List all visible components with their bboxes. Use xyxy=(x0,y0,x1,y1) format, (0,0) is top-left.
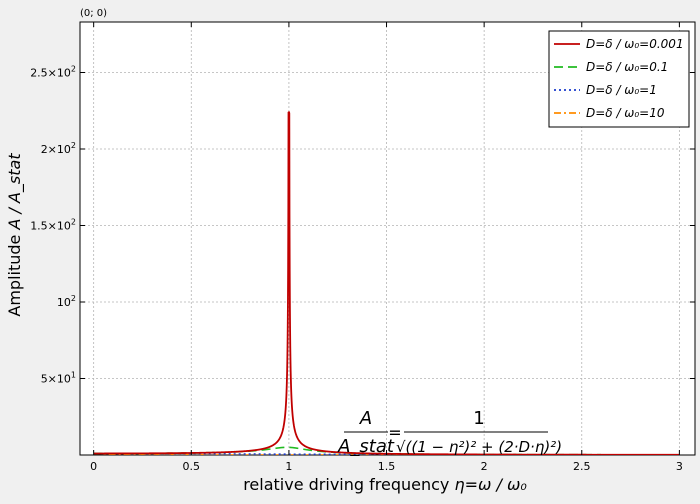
x-axis-label-text: relative driving frequency xyxy=(243,475,449,494)
y-tick-label-mantissa: 10 xyxy=(57,296,71,309)
x-tick-label: 0 xyxy=(90,460,97,473)
y-tick-label-mantissa: 1.5×10 xyxy=(30,219,71,232)
y-tick-label-exponent: 2 xyxy=(71,294,76,303)
y-tick-label: 102 xyxy=(57,294,76,309)
x-tick-label: 2.5 xyxy=(573,460,591,473)
legend-label: D=δ / ω₀=10 xyxy=(586,106,665,120)
formula-rhs-numerator: 1 xyxy=(473,408,484,429)
y-tick-label-exponent: 2 xyxy=(71,64,76,73)
legend-label: D=δ / ω₀=0.001 xyxy=(586,37,684,51)
y-tick-label: 1.5×102 xyxy=(30,217,76,232)
x-tick-label: 2 xyxy=(481,460,488,473)
formula-lhs-numerator: A xyxy=(359,408,372,429)
legend: D=δ / ω₀=0.001 D=δ / ω₀=0.1 D=δ / ω₀=1 D=δ … xyxy=(548,30,690,128)
y-tick-label: 5×101 xyxy=(41,370,76,385)
x-tick-label: 1 xyxy=(285,460,292,473)
formula-lhs-denominator: A_stat xyxy=(337,436,395,457)
y-tick-label-exponent: 2 xyxy=(71,141,76,150)
y-tick-label-mantissa: 5×10 xyxy=(41,372,71,385)
legend-box xyxy=(548,30,690,128)
y-axis-label: Amplitude A / A_stat xyxy=(5,153,25,317)
formula-rhs-denominator: √((1 − η²)² + (2·D·η)²) xyxy=(396,438,562,456)
y-axis-label-text: Amplitude xyxy=(5,235,24,317)
x-tick-label: 3 xyxy=(676,460,683,473)
x-axis-label: relative driving frequency η=ω / ω₀ xyxy=(243,475,527,494)
y-tick-label: 2×102 xyxy=(41,141,76,156)
x-tick-label: 0.5 xyxy=(183,460,201,473)
y-tick-label-mantissa: 2×10 xyxy=(41,143,71,156)
y-tick-label: 2.5×102 xyxy=(30,64,76,79)
x-tick-label: 1.5 xyxy=(378,460,396,473)
y-tick-label-mantissa: 2.5×10 xyxy=(30,66,71,79)
y-tick-label-exponent: 2 xyxy=(71,217,76,226)
formula-equals: = xyxy=(388,423,401,442)
x-axis-label-math: η=ω / ω₀ xyxy=(454,475,527,494)
y-axis-label-math: A / A_stat xyxy=(5,153,25,231)
coordinate-readout: (0; 0) xyxy=(80,8,107,19)
legend-label: D=δ / ω₀=1 xyxy=(586,83,657,97)
y-tick-label-exponent: 1 xyxy=(71,370,76,379)
formula: A A_stat = 1 √((1 − η²)² + (2·D·η)²) xyxy=(337,408,562,457)
legend-label: D=δ / ω₀=0.1 xyxy=(586,60,668,74)
